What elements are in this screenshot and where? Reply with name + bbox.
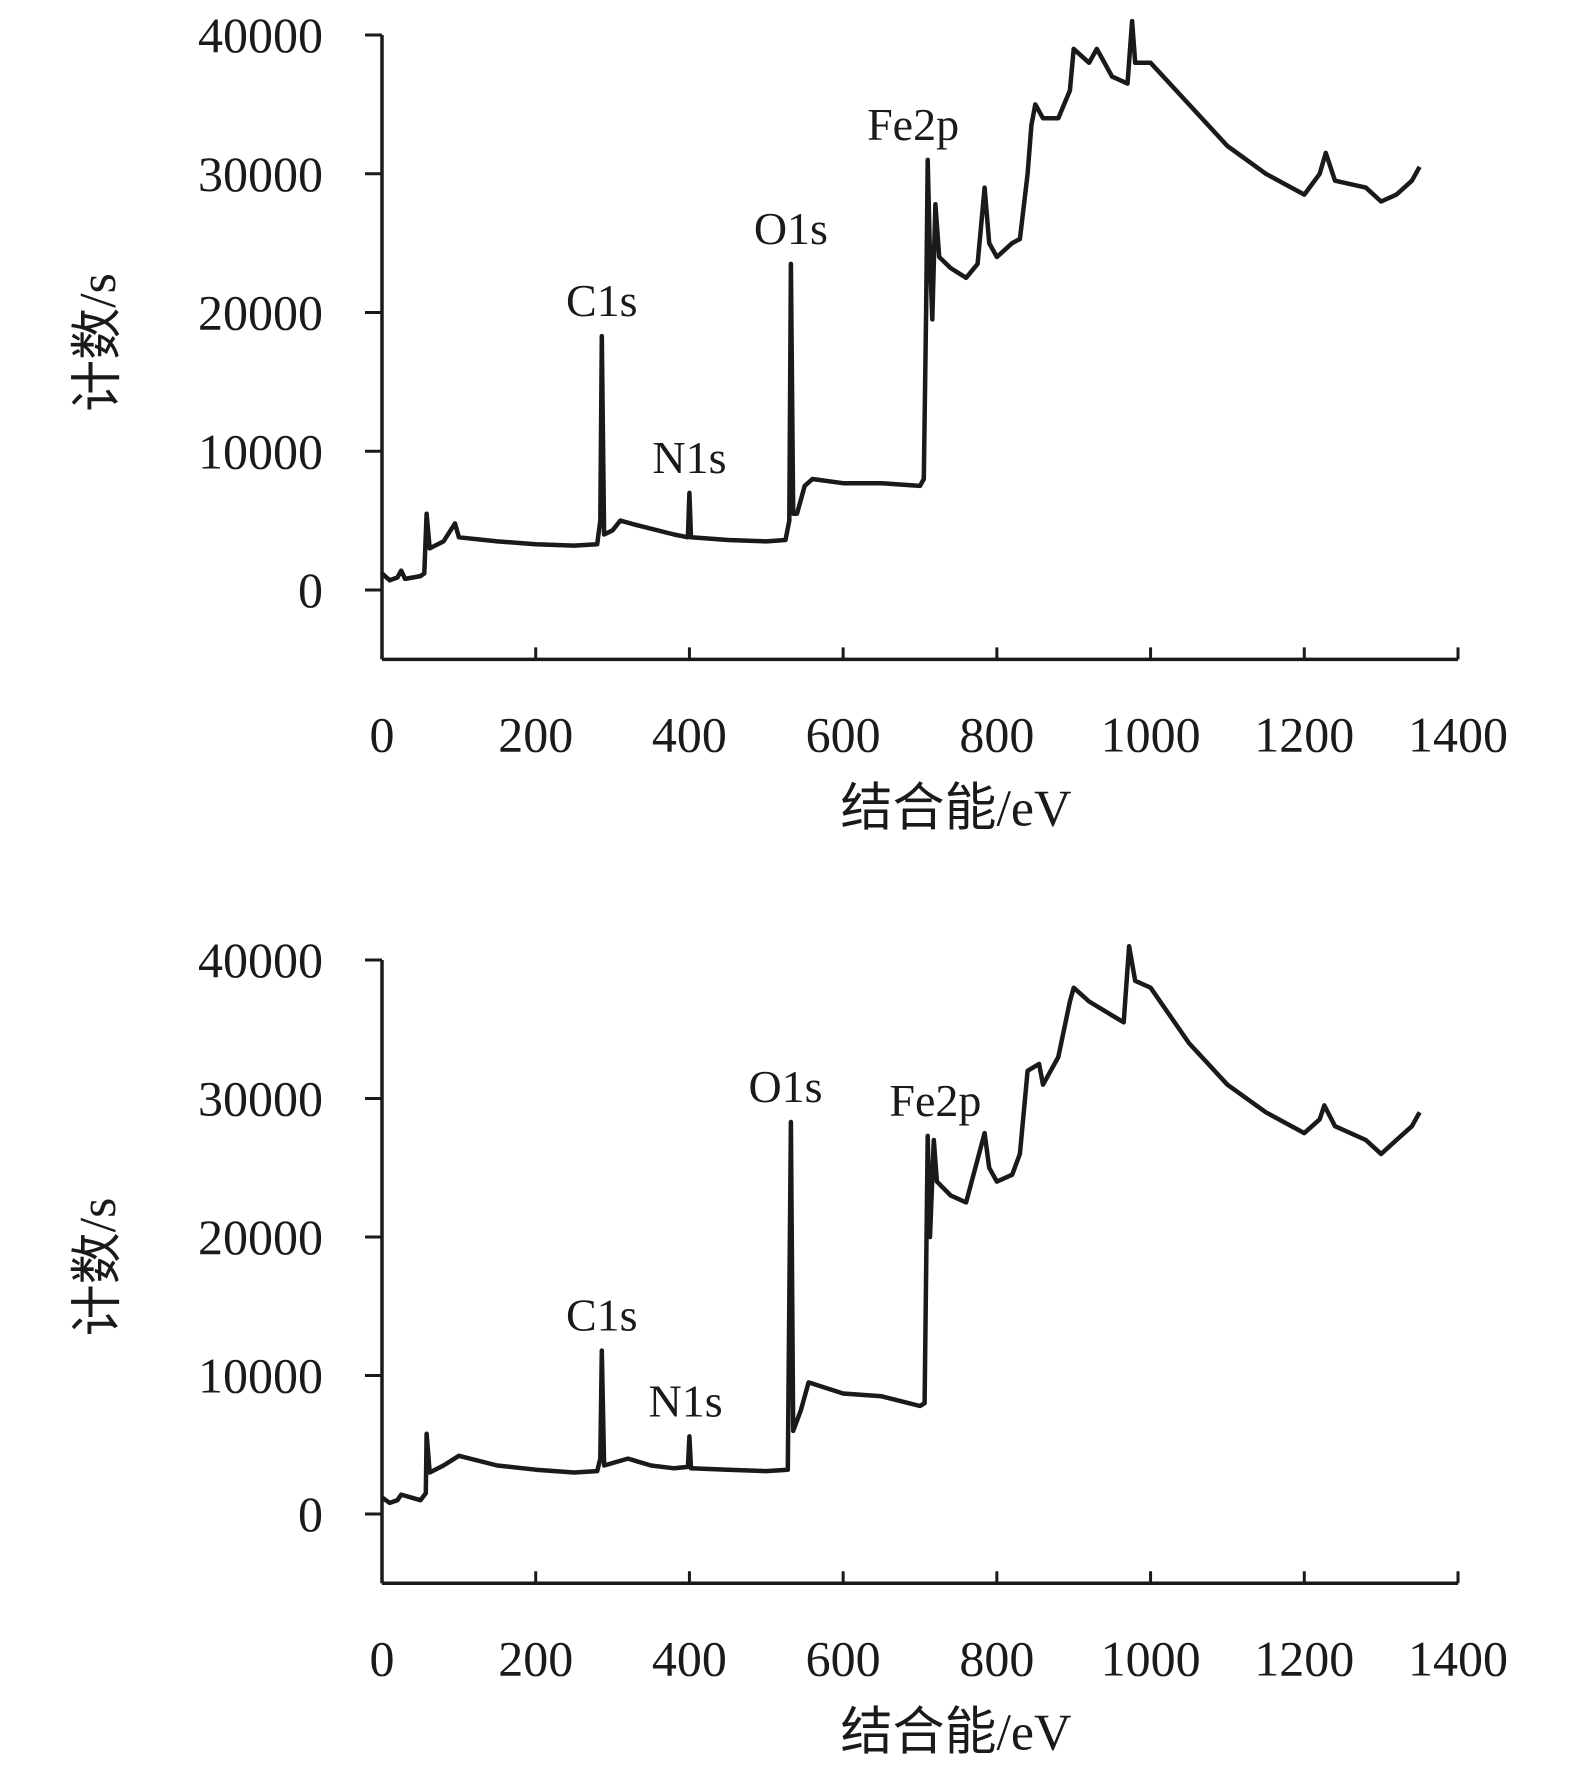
x-tick-label: 1400 — [1408, 1630, 1508, 1686]
spectrum-line — [380, 18, 1422, 583]
peak-label: O1s — [754, 203, 828, 254]
x-tick-label: 400 — [652, 1630, 727, 1686]
x-tick-label: 200 — [498, 706, 573, 762]
chart: 0 10000 20000 30000 40000 0 200 400 600 800 1000 12… — [70, 7, 1508, 837]
x-tick-label: 800 — [959, 1630, 1034, 1686]
x-tick-label: 1200 — [1254, 1630, 1354, 1686]
x-tick-label: 1000 — [1101, 706, 1201, 762]
x-tick-label: 0 — [370, 706, 395, 762]
peak-label: Fe2p — [889, 1075, 981, 1126]
x-tick-label: 600 — [806, 706, 881, 762]
peak-label: Fe2p — [867, 99, 959, 150]
y-tick-label: 20000 — [198, 1209, 323, 1265]
peak-label: O1s — [748, 1061, 822, 1112]
x-tick-label: 1000 — [1101, 1630, 1201, 1686]
y-tick-label: 10000 — [198, 1348, 323, 1404]
x-tick-label: 200 — [498, 1630, 573, 1686]
chart: 0 10000 20000 30000 40000 0 200 400 600 800 1000 12… — [70, 932, 1508, 1761]
y-axis-title: 计数/s — [70, 1198, 127, 1337]
peak-label: C1s — [566, 1290, 638, 1341]
x-tick-label: 800 — [959, 706, 1034, 762]
x-axis-title: 结合能/eV — [840, 1704, 1071, 1761]
y-tick-label: 30000 — [198, 1071, 323, 1127]
x-axis-title: 结合能/eV — [840, 780, 1071, 837]
x-tick-label: 600 — [806, 1630, 881, 1686]
x-tick-label: 1200 — [1254, 706, 1354, 762]
peak-label: N1s — [652, 432, 726, 483]
y-tick-label: 0 — [298, 1486, 323, 1542]
x-tick-label: 400 — [652, 706, 727, 762]
peak-label: C1s — [566, 275, 638, 326]
y-tick-label: 40000 — [198, 932, 323, 988]
spectrum-line — [380, 943, 1422, 1506]
y-tick-label: 30000 — [198, 146, 323, 202]
x-tick-label: 1400 — [1408, 706, 1508, 762]
y-tick-label: 0 — [298, 562, 323, 618]
y-tick-label: 10000 — [198, 423, 323, 479]
y-axis-title: 计数/s — [70, 273, 127, 412]
x-tick-label: 0 — [370, 1630, 395, 1686]
y-tick-label: 40000 — [198, 7, 323, 63]
peak-label: N1s — [649, 1375, 723, 1426]
y-tick-label: 20000 — [198, 285, 323, 341]
